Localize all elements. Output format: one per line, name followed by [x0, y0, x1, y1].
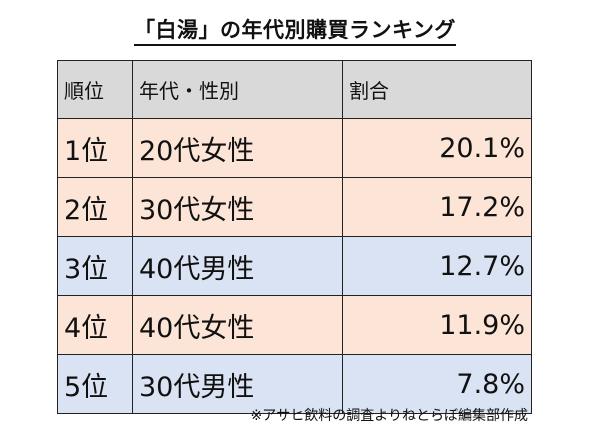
footnote: ※アサヒ飲料の調査よりねとらぼ編集部作成: [250, 408, 528, 424]
rank-cell: 4位: [57, 295, 133, 355]
table-row: 5位 30代男性 7.8%: [57, 354, 532, 414]
ranking-table: 順位 年代・性別 割合 1位 20代女性 20.1% 2位 30代女性 17.2…: [57, 60, 532, 414]
header-group: 年代・性別: [132, 60, 343, 119]
share-cell: 12.7%: [342, 236, 532, 296]
group-cell: 30代女性: [132, 177, 343, 237]
table-row: 4位 40代女性 11.9%: [57, 295, 532, 355]
rank-cell: 3位: [57, 236, 133, 296]
group-cell: 30代男性: [132, 354, 343, 414]
header-rank: 順位: [57, 60, 133, 119]
rank-cell: 2位: [57, 177, 133, 237]
table-row: 1位 20代女性 20.1%: [57, 118, 532, 178]
table-header-row: 順位 年代・性別 割合: [57, 60, 532, 119]
group-cell: 40代男性: [132, 236, 343, 296]
share-cell: 7.8%: [342, 354, 532, 414]
group-cell: 40代女性: [132, 295, 343, 355]
table-row: 2位 30代女性 17.2%: [57, 177, 532, 237]
header-share: 割合: [342, 60, 532, 119]
group-cell: 20代女性: [132, 118, 343, 178]
share-cell: 20.1%: [342, 118, 532, 178]
table-row: 3位 40代男性 12.7%: [57, 236, 532, 296]
page-title: 「白湯」の年代別購買ランキング: [0, 14, 590, 46]
title-text: 「白湯」の年代別購買ランキング: [134, 18, 456, 46]
share-cell: 17.2%: [342, 177, 532, 237]
share-cell: 11.9%: [342, 295, 532, 355]
rank-cell: 5位: [57, 354, 133, 414]
rank-cell: 1位: [57, 118, 133, 178]
